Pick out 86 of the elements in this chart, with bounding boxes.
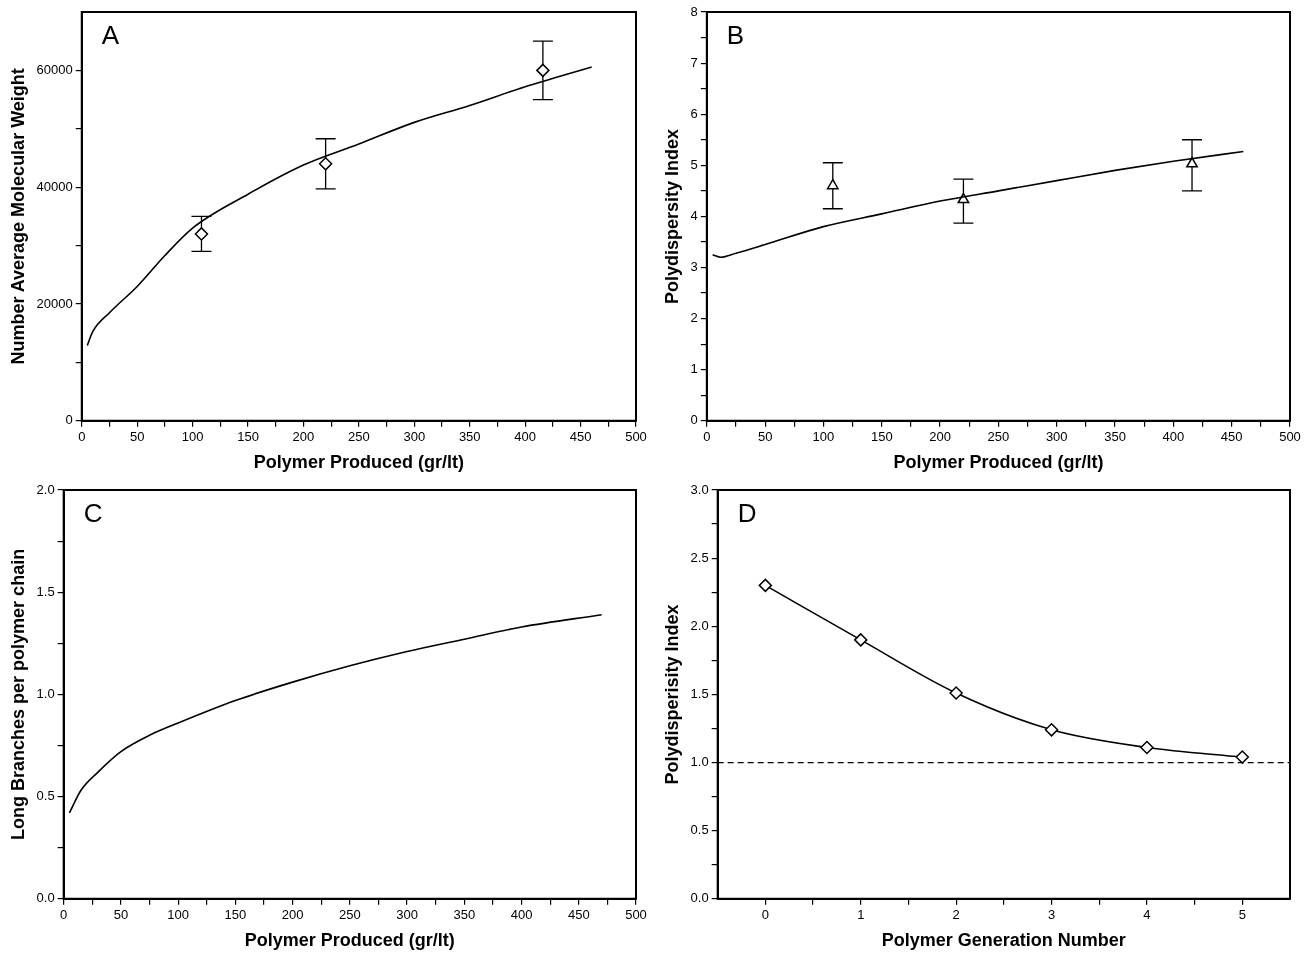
x-tick-label: 500 [625, 907, 647, 923]
x-tick-label: 350 [453, 907, 476, 923]
y-tick-label: 0 [65, 412, 73, 428]
y-tick-label: 0.0 [690, 890, 709, 906]
annotation: C [83, 498, 103, 529]
x-tick-label: 350 [458, 429, 481, 445]
annotation: D [737, 498, 757, 529]
x-tick-label: 3 [1047, 907, 1056, 923]
y-axis-title: Polydisperisity Index [661, 604, 682, 785]
x-tick-label: 300 [403, 429, 426, 445]
y-tick-label: 1.5 [36, 583, 55, 599]
point [1044, 723, 1059, 737]
point [194, 227, 209, 241]
x-tick-label: 400 [514, 429, 536, 445]
x-axis-title: Polymer Produced (gr/lt) [244, 930, 455, 951]
annotation: B [726, 20, 745, 51]
x-tick-label: 150 [237, 429, 259, 445]
y-tick-label: 2.0 [690, 617, 709, 633]
x-tick-label: 450 [569, 429, 592, 445]
x-tick-label: 100 [167, 907, 189, 923]
point [1140, 740, 1154, 755]
x-tick-label: 50 [113, 907, 129, 923]
y-tick-label: 3.0 [690, 481, 709, 497]
y-tick-label: 1.0 [690, 754, 709, 770]
x-tick-label: 4 [1143, 907, 1151, 923]
x-tick-label: 400 [510, 907, 533, 923]
x-tick-label: 450 [567, 907, 590, 923]
y-axis-title: Number Average Molecular Weight [7, 68, 28, 365]
x-tick-label: 450 [1220, 429, 1243, 445]
x-tick-label: 200 [281, 907, 304, 923]
point [1186, 157, 1198, 168]
x-axis-title: Polymer Generation Number [881, 930, 1126, 951]
x-tick-label: 1 [857, 907, 865, 923]
x-tick-label: 5 [1238, 907, 1246, 923]
point [758, 578, 773, 593]
x-tick-label: 300 [1045, 429, 1068, 445]
x-tick-label: 100 [181, 429, 204, 445]
x-tick-label: 50 [757, 429, 773, 445]
x-tick-label: 150 [870, 429, 893, 445]
y-tick-label: 2 [690, 310, 698, 326]
y-tick-label: 0.0 [36, 890, 55, 906]
y-tick-label: 1.0 [36, 685, 55, 701]
y-tick-label: 2.0 [36, 481, 55, 497]
x-tick-label: 500 [1279, 429, 1301, 445]
point [854, 633, 868, 647]
y-tick-label: 60000 [36, 61, 73, 77]
point [318, 157, 333, 171]
x-axis-title: Polymer Produced (gr/lt) [893, 452, 1104, 473]
x-tick-label: 2 [952, 907, 960, 923]
y-axis-title: Polydispersity Index [661, 128, 682, 304]
x-tick-label: 0 [78, 429, 86, 445]
y-tick-label: 40000 [36, 178, 73, 194]
y-tick-label: 4 [690, 207, 698, 223]
x-tick-label: 200 [929, 429, 951, 445]
y-tick-label: 7 [690, 54, 698, 70]
x-tick-label: 250 [338, 907, 361, 923]
x-tick-label: 250 [987, 429, 1010, 445]
y-tick-label: 2.5 [690, 549, 709, 565]
line-series [68, 613, 603, 814]
y-tick-label: 6 [690, 105, 698, 121]
y-tick-label: 0 [690, 412, 698, 428]
point [536, 63, 550, 78]
x-tick-label: 100 [812, 429, 835, 445]
x-tick-label: 500 [625, 429, 647, 445]
y-tick-label: 1.5 [690, 685, 709, 701]
point [826, 178, 839, 190]
point [949, 686, 963, 700]
x-axis-title: Polymer Produced (gr/lt) [253, 452, 464, 473]
x-tick-label: 300 [396, 907, 418, 923]
y-tick-label: 3 [690, 259, 698, 275]
point [1235, 750, 1250, 764]
y-tick-label: 20000 [36, 295, 73, 311]
annotation: A [101, 20, 120, 51]
y-tick-label: 1 [690, 361, 698, 377]
x-tick-label: 350 [1104, 429, 1126, 445]
x-tick-label: 400 [1162, 429, 1185, 445]
y-tick-label: 0.5 [690, 822, 709, 838]
x-tick-label: 0 [761, 907, 769, 923]
x-tick-label: 150 [224, 907, 247, 923]
x-tick-label: 250 [348, 429, 370, 445]
y-tick-label: 8 [690, 3, 698, 19]
x-tick-label: 50 [129, 429, 145, 445]
y-tick-label: 5 [690, 156, 698, 172]
y-tick-label: 0.5 [36, 788, 55, 804]
y-axis-title: Long Branches per polymer chain [7, 548, 28, 840]
x-tick-label: 200 [292, 429, 315, 445]
